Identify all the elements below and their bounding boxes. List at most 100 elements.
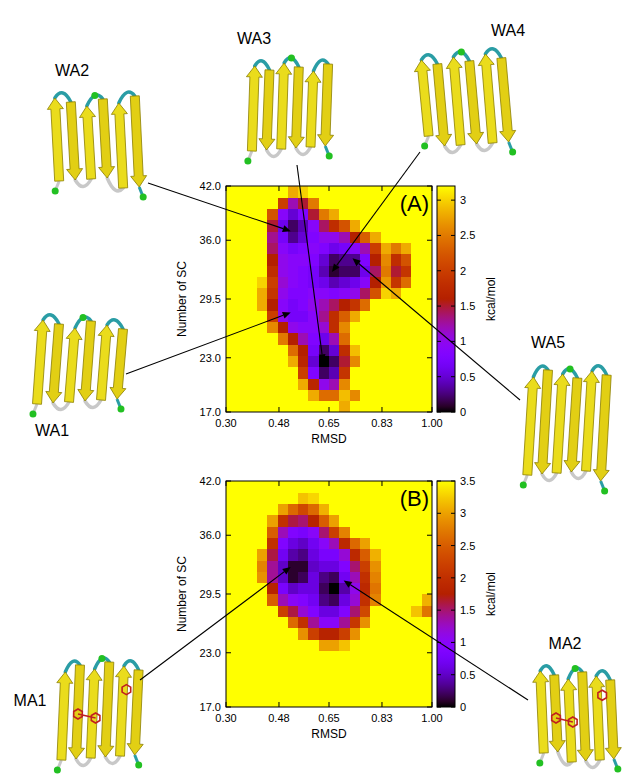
heatmap-cell (319, 628, 330, 640)
heatmap-cell (381, 605, 392, 617)
colorbar-tick-label: 1 (460, 636, 466, 648)
heatmap-cell (267, 696, 278, 707)
heatmap-cell (350, 276, 361, 288)
heatmap-cell (257, 538, 268, 550)
heatmap-cell (226, 254, 237, 266)
heatmap-cell (226, 515, 237, 527)
protein-cartoon (47, 92, 146, 201)
heatmap-cell (319, 515, 330, 527)
heatmap-cell (391, 220, 402, 232)
heatmap-cell (267, 254, 278, 266)
heatmap-cell (226, 389, 237, 401)
heatmap-cell (339, 538, 350, 550)
beta-strand (98, 99, 114, 178)
heatmap-cell (308, 299, 319, 311)
heatmap-cell (226, 322, 237, 334)
heatmap-cell (381, 594, 392, 606)
heatmap-cell (226, 639, 237, 651)
heatmap-cell (350, 356, 361, 368)
heatmap-cell (422, 571, 432, 583)
heatmap-cell (350, 367, 361, 379)
loop (542, 473, 557, 481)
heatmap-cell (370, 504, 381, 516)
heatmap-cell (391, 617, 402, 629)
heatmap-cell (350, 651, 361, 663)
heatmap-cell (319, 243, 330, 255)
heatmap-cell (391, 639, 402, 651)
heatmap-cell (360, 299, 371, 311)
heatmap-cell (339, 299, 350, 311)
beta-strand (465, 61, 484, 144)
heatmap-cell (339, 684, 350, 696)
heatmap-cell (319, 378, 330, 390)
heatmap-cell (236, 401, 247, 412)
heatmap-cell (411, 322, 422, 334)
heatmap-cell (236, 220, 247, 232)
heatmap-cell (298, 651, 309, 663)
terminus-dot (509, 149, 516, 156)
heatmap-cell (319, 526, 330, 538)
heatmap-cell (308, 492, 319, 504)
colorbar-tick-label: 3 (460, 507, 466, 519)
heatmap-cell (401, 560, 412, 572)
protein-cartoon (54, 655, 143, 774)
heatmap-cell (391, 367, 402, 379)
heatmap-cell (350, 571, 361, 583)
beta-strand (98, 662, 114, 757)
heatmap-cell (360, 594, 371, 606)
heatmap-cell (267, 356, 278, 368)
heatmap-cell (401, 288, 412, 300)
heatmap-cell (278, 549, 289, 561)
heatmap-cell (247, 481, 258, 493)
loop (592, 366, 607, 375)
heatmap-cell (350, 673, 361, 685)
colorbar-tick-label: 0.5 (460, 669, 475, 681)
heatmap-cell (360, 322, 371, 334)
heatmap-cell (226, 481, 237, 493)
heatmap-cell (401, 401, 412, 412)
heatmap-cell (319, 492, 330, 504)
heatmap-cell (226, 492, 237, 504)
heatmap-cell (298, 288, 309, 300)
heatmap-cell (381, 684, 392, 696)
heatmap-cell (308, 197, 319, 209)
y-tick (226, 652, 231, 653)
heatmap-cell (339, 243, 350, 255)
heatmap-cell (298, 515, 309, 527)
heatmap-cell (401, 662, 412, 674)
heatmap-cell (370, 220, 381, 232)
heatmap-cell (339, 231, 350, 243)
terminus-dot (421, 143, 428, 150)
heatmap-cell (339, 673, 350, 685)
heatmap-cell (329, 696, 340, 707)
heatmap-cell (381, 209, 392, 221)
heatmap-cell (236, 367, 247, 379)
heatmap-cell (381, 299, 392, 311)
heatmap-cell (236, 639, 247, 651)
heatmap-cell (401, 549, 412, 561)
x-tick (432, 407, 433, 412)
heatmap-cell (329, 515, 340, 527)
x-axis-title: RMSD (311, 432, 347, 446)
heatmap-cell (308, 231, 319, 243)
protein-cartoon (414, 49, 516, 156)
heatmap-cell (339, 276, 350, 288)
heatmap-cell (288, 333, 299, 345)
heatmap-cell (319, 571, 330, 583)
heatmap-cell (308, 549, 319, 561)
ligand-ring (122, 685, 131, 695)
heatmap-cell (422, 344, 432, 356)
heatmap-cell (236, 276, 247, 288)
heatmap-cell (422, 254, 432, 266)
heatmap-cell (350, 322, 361, 334)
heatmap-cell (422, 322, 432, 334)
heatmap-cell (391, 651, 402, 663)
heatmap-cell (411, 220, 422, 232)
heatmap-cell (422, 401, 432, 412)
heatmap-cell (422, 526, 432, 538)
heatmap-cell (267, 628, 278, 640)
heatmap-cell (370, 684, 381, 696)
heatmap-cell (278, 639, 289, 651)
heatmap-cell (298, 333, 309, 345)
y-tick (226, 535, 231, 536)
